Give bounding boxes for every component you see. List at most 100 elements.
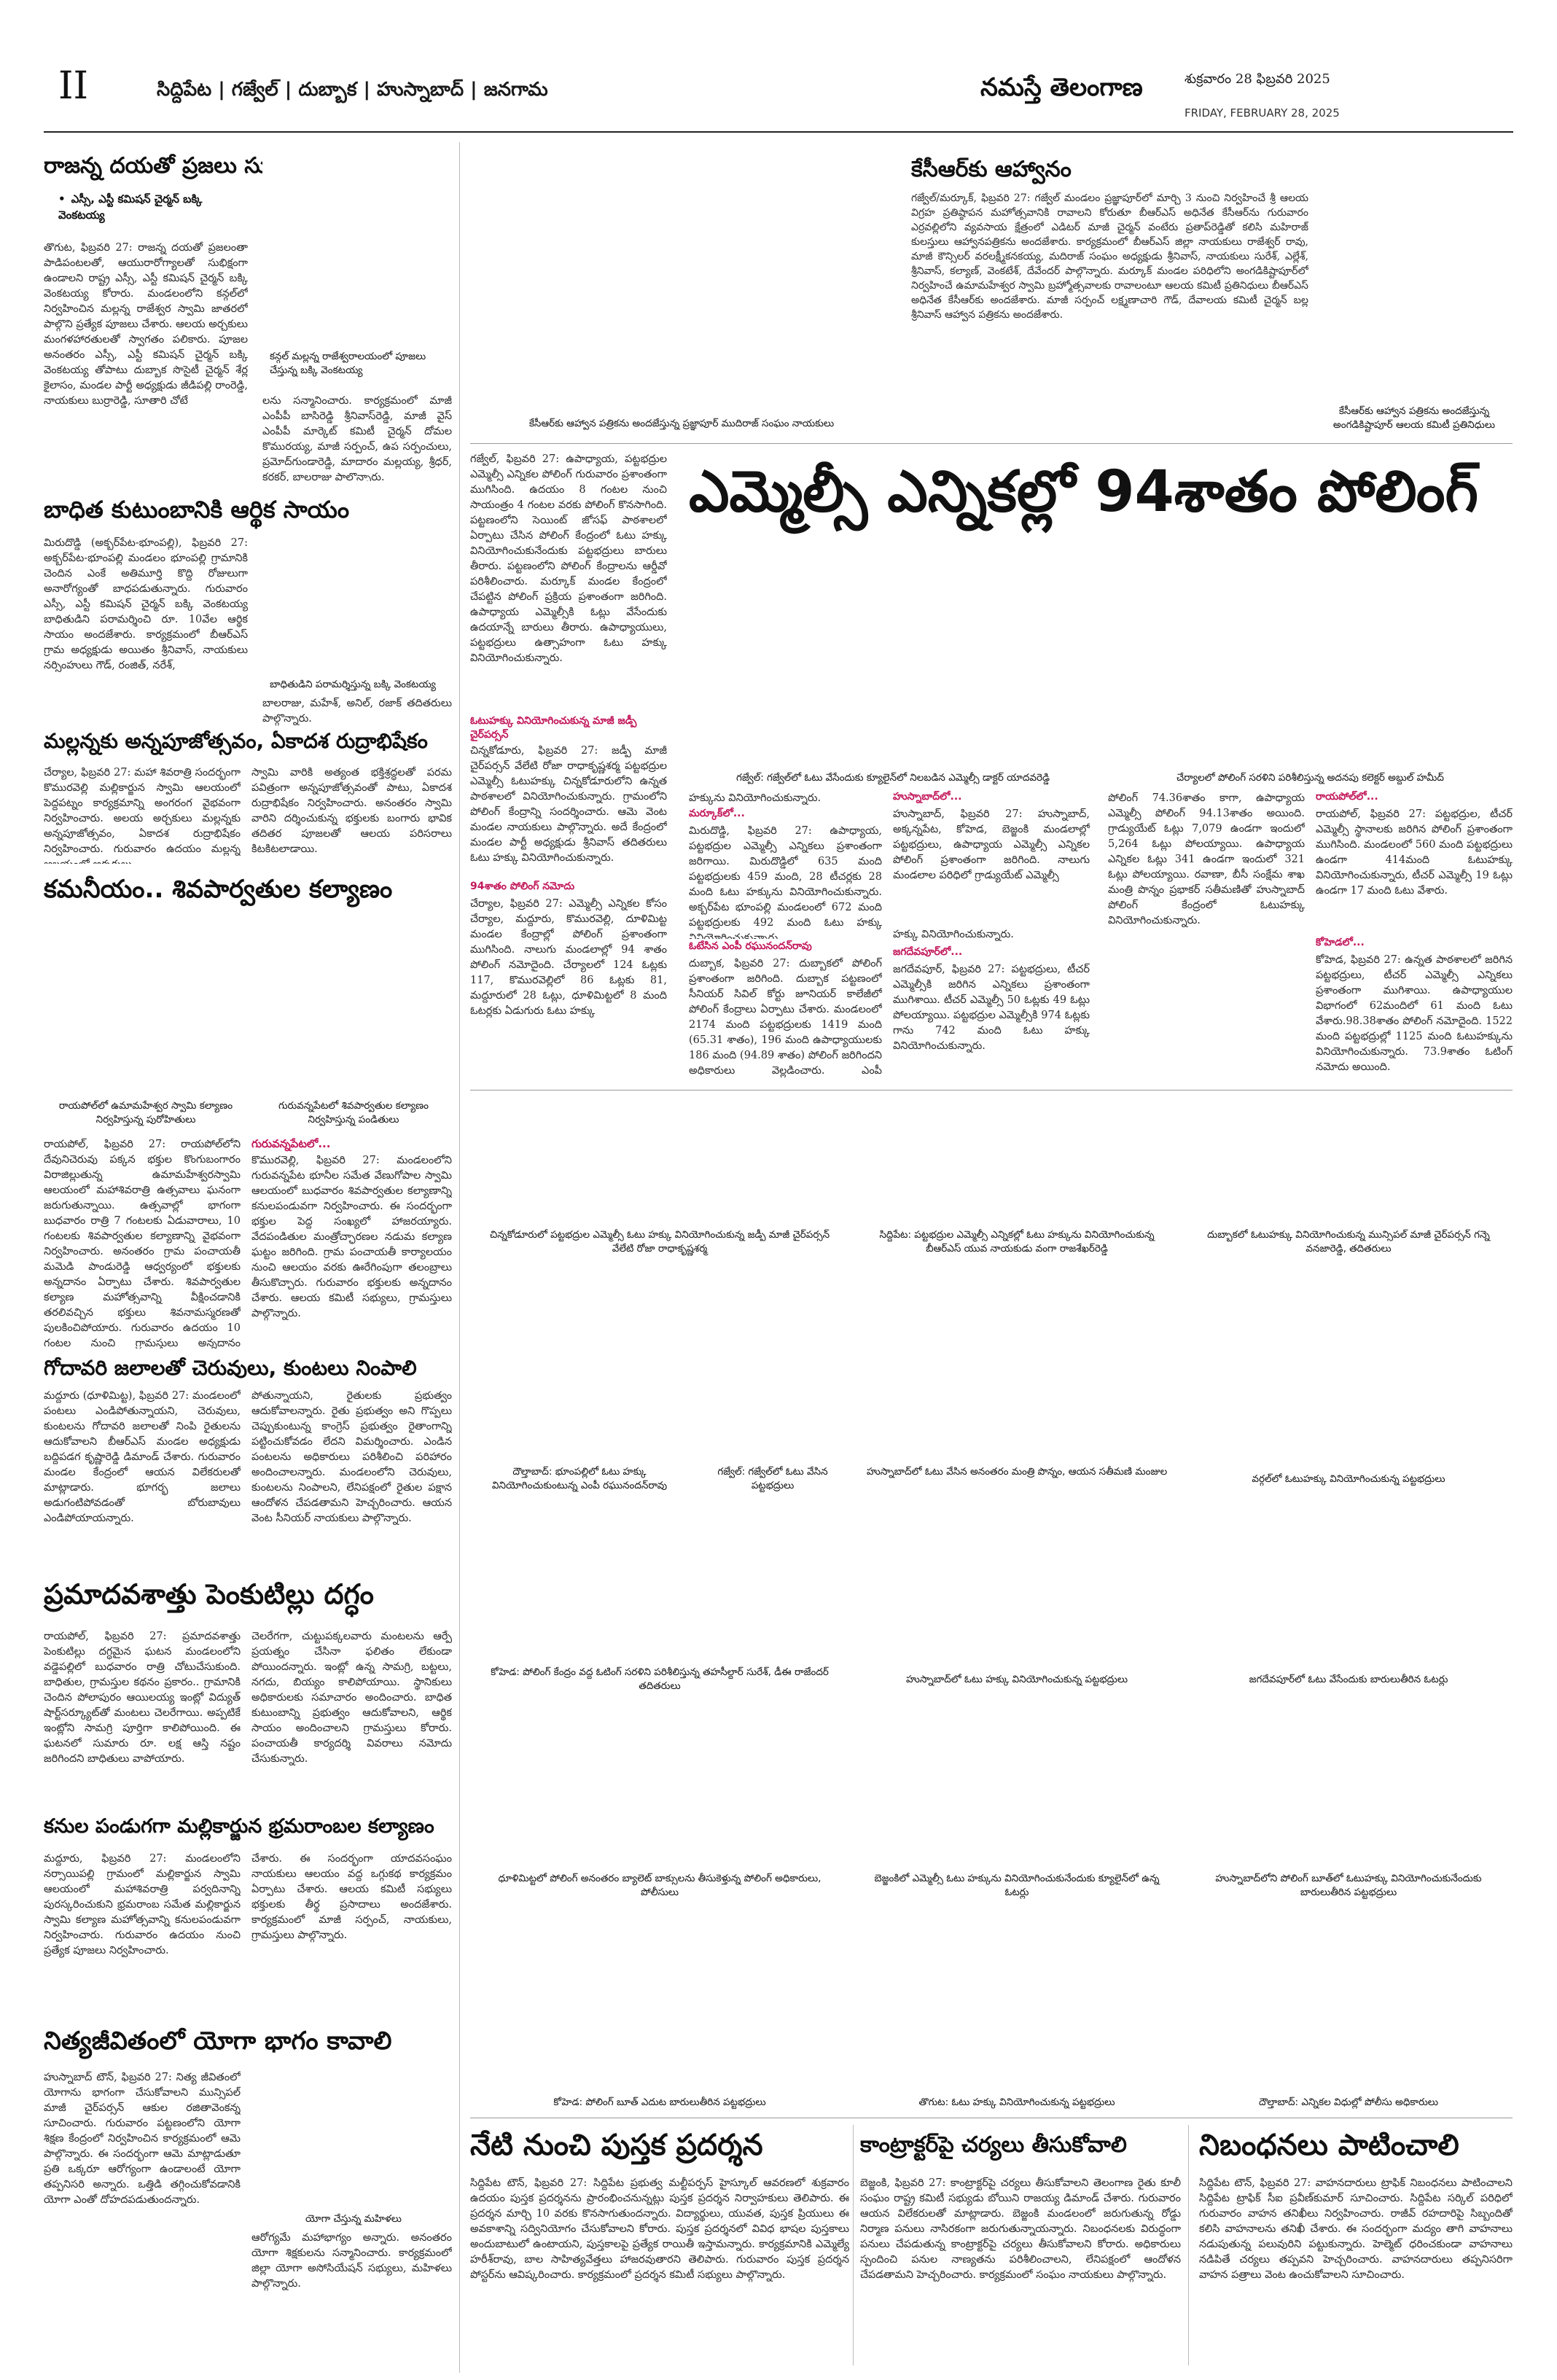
article-subhead: ఎస్సీ, ఎస్టీ కమిషన్ చైర్మన్ బక్కి వెంకటయ… [58, 191, 241, 223]
photo-caption: తొగుట: ఓటు హక్కు వినియోగించుకున్న పట్టభద… [918, 2096, 1115, 2108]
news-photo [856, 1505, 1177, 1658]
news-photo [1185, 1268, 1513, 1458]
article-subhead: మర్కూక్‌లో... [689, 808, 745, 819]
article-body: బెజ్జంకి, ఫిబ్రవరి 27: కాంట్రాక్టర్‌పై చ… [860, 2177, 1181, 2281]
article-body: స్వామి వారికి అత్యంత భక్తిశ్రద్ధలతో పరమ … [251, 767, 452, 855]
article-body: చెలరేగగా, చుట్టుపక్కలవారు మంటలను ఆర్పే ప… [251, 1631, 452, 1765]
photo-caption: దౌల్తాబాద్: భూంపల్లిలో ఓటు హక్కు వినియోగ… [491, 1466, 668, 1491]
section-link[interactable]: సిద్దిపేట [157, 79, 212, 101]
photo-caption: గజ్వేల్: గజ్వేల్‌లో ఓటు వేసేందుకు క్యూలై… [736, 772, 1050, 784]
news-photo [856, 1913, 1177, 2088]
article-body: తొగుట, ఫిబ్రవరి 27: రాజన్న దయతో ప్రజలంతా… [44, 242, 248, 407]
article-subhead: హుస్నాబాద్‌లో... [893, 791, 962, 803]
article-photo [251, 918, 448, 1093]
news-photo [1185, 1505, 1513, 1658]
article-body: హుస్నాబాద్, ఫిబ్రవరి 27: హుస్నాబాద్, అక్… [893, 808, 1090, 881]
photo-caption: చిన్నకోడూరులో పట్టభద్రుల ఎమ్మెల్సీ ఓటు హ… [489, 1229, 830, 1255]
photo-caption: కోహెడ: పోలింగ్ బూత్ ఎదుట బారులుతీరిన పట్… [553, 2096, 766, 2108]
article-subhead: 94శాతం పోలింగ్ నమోదు [470, 881, 575, 892]
date-english: FRIDAY, FEBRUARY 28, 2025 [1185, 106, 1340, 120]
news-photo [470, 1505, 849, 1658]
section-rule [470, 443, 1513, 444]
news-photo [1185, 1709, 1513, 1862]
news-photo [470, 1709, 849, 1862]
photo-caption: కోహెడ: పోలింగ్ కేంద్రం వద్ద ఓటింగ్ సరళిన… [491, 1666, 829, 1692]
photo-caption: హుస్నాబాద్‌లో ఓటు వేసిన అనంతరం మంత్రి పొ… [866, 1466, 1168, 1478]
news-photo [470, 1268, 689, 1458]
news-photo [470, 1913, 849, 2088]
section-separator: | [470, 79, 484, 101]
news-photo [470, 1097, 849, 1221]
article-body: హక్కు వినియోగించుకున్నారు. [893, 929, 1014, 940]
photo-caption: చేర్యాలలో పోలింగ్ సరళిని పరిశీలిస్తున్న … [1176, 772, 1444, 784]
section-link[interactable]: గజ్వేల్ [231, 79, 278, 101]
section-link[interactable]: జనగామ [483, 79, 548, 101]
article-headline: కాంట్రాక్టర్‌పై చర్యలు తీసుకోవాలి [860, 2132, 1127, 2158]
article-subhead: ఓటుహక్కు వినియోగించుకున్న మాజీ జడ్పీ చైర… [470, 715, 637, 741]
photo-caption: కేసీఆర్‌కు ఆహ్వాన పత్రికను అందజేస్తున్న … [528, 418, 835, 429]
news-photo [1185, 1913, 1513, 2088]
article-body: పోతున్నాయని, రైతులకు ప్రభుత్వం ఆదుకోవాలన… [251, 1390, 452, 1524]
article-body: లను సన్మానించారు. కార్యక్రమంలో మాజీ ఎంపీ… [262, 395, 452, 481]
photo-caption: గురువన్నపేటలో శివపార్వతుల కల్యాణం నిర్వహ… [278, 1100, 429, 1125]
section-link[interactable]: దుబ్బాక [298, 79, 357, 101]
article-body: కోహెడ, ఫిబ్రవరి 27: ఉన్నత పాఠశాలలో జరిగి… [1316, 954, 1513, 1073]
article-body: హుస్నాబాద్ టౌన్, ఫిబ్రవరి 27: నిత్య జీవి… [44, 2072, 241, 2206]
article-body: గజ్వేల్/మర్కూక్, ఫిబ్రవరి 27: గజ్వేల్ మం… [911, 192, 1308, 321]
article-subhead: రాయపోల్‌లో... [1316, 791, 1378, 803]
column-divider [1188, 2125, 1189, 2365]
article-body: సిద్దిపేట టౌన్, ఫిబ్రవరి 27: వాహనదారులు … [1199, 2177, 1513, 2281]
article-body: జగదేవపూర్, ఫిబ్రవరి 27: పట్టభద్రులు, టీచ… [893, 964, 1090, 1052]
article-body: గజ్వేల్, ఫిబ్రవరి 27: ఉపాధ్యాయ, పట్టభద్ర… [470, 453, 667, 664]
news-photo [856, 1097, 1177, 1221]
section-links: సిద్దిపేట | గజ్వేల్ | దుబ్బాక | హుస్నాబా… [157, 79, 548, 105]
article-headline: నిత్యజీవితంలో యోగా భాగం కావాలి [44, 2026, 392, 2056]
photo-caption: వర్గల్‌లో ఓటుహక్కు వినియోగించుకున్న పట్ట… [1252, 1473, 1445, 1485]
photo-caption: హుస్నాబాద్‌లోని పోలింగ్ బూత్‌లో ఓటుహక్కు… [1215, 1873, 1482, 1898]
photo-caption: దుబ్బాకలో ఓటుహక్కు వినియోగించుకున్న మున్… [1207, 1229, 1490, 1255]
article-body: మిరుదొడ్డి, ఫిబ్రవరి 27: ఉపాధ్యాయ, పట్టభ… [689, 825, 882, 939]
article-headline: కమనీయం.. శివపార్వతుల కల్యాణం [44, 875, 393, 904]
article-photo [44, 918, 241, 1093]
article-subhead: ఓటేసిన ఎంపీ రఘునందన్‌రావు [689, 940, 812, 952]
article-subhead: కోహెడలో... [1316, 937, 1365, 948]
article-headline: బాధిత కుటుంబానికి ఆర్థిక సాయం [44, 496, 350, 523]
page-number: II [58, 64, 89, 108]
main-headline: ఎమ్మెల్సీ ఎన్నికల్లో 94శాతం పోలింగ్ [689, 459, 1478, 525]
article-body: మద్దూరు, ఫిబ్రవరి 27: మండలంలోని నర్సాయిప… [44, 1853, 241, 1956]
article-photo [470, 146, 893, 408]
photo-caption: యోగా చేస్తున్న మహిళలు [305, 2213, 402, 2225]
photo-caption: కన్గల్ మల్లన్న రాజేశ్వరాలయంలో పూజలు చేస్… [270, 351, 426, 376]
article-photo [262, 153, 448, 343]
article-body: చేర్యాల, ఫిబ్రవరి 27: మహా శివరాత్రి సందర… [44, 767, 241, 864]
column-divider [459, 142, 460, 2373]
article-body: బాలరాజు, మహేశ్, అనిల్, రజాక్ తదితరులు పా… [262, 698, 452, 725]
article-headline: మల్లన్నకు అన్నపూజోత్సవం, ఏకాదశ రుద్రాభిష… [44, 729, 428, 753]
article-body: మిరుదొడ్డి (అక్బర్‌పేట-భూంపల్లి), ఫిబ్రవ… [44, 537, 248, 671]
section-separator: | [218, 79, 232, 101]
article-photo [1316, 146, 1513, 401]
article-body: హక్కును వినియోగించుకున్నారు. [689, 792, 822, 804]
photo-caption: దౌల్తాబాద్: ఎన్నికల విధుల్లో పోలీసు అధిక… [1259, 2096, 1438, 2108]
article-body: రాయపోల్, ఫిబ్రవరి 27: ప్రమాదవశాత్తు పెంక… [44, 1631, 241, 1765]
article-body: మద్దూరు (ధూళిమిట్ట), ఫిబ్రవరి 27: మండలంల… [44, 1390, 241, 1524]
section-separator: | [363, 79, 378, 101]
photo-caption: సిద్దిపేట: పట్టభద్రుల ఎమ్మెల్సీ ఎన్నికల్… [879, 1229, 1155, 1255]
section-link[interactable]: హుస్నాబాద్ [377, 79, 464, 101]
photo-caption: ధూళిమిట్టలో పోలింగ్ అనంతరం బ్యాలెట్ బాక్… [498, 1873, 822, 1898]
news-photo [696, 1268, 849, 1458]
photo-caption: జగదేవపూర్‌లో ఓటు వేసేందుకు బారులుతీరిన ఓ… [1249, 1674, 1448, 1685]
section-separator: | [284, 79, 299, 101]
column-divider [853, 2125, 854, 2365]
article-photo [251, 2070, 448, 2209]
article-photo [262, 536, 448, 674]
article-photo [1108, 543, 1513, 765]
paper-name: నమస్తే తెలంగాణ [980, 73, 1143, 102]
article-photo [689, 543, 1097, 765]
article-body: ఆరోగ్యమే మహాభాగ్యం అన్నారు. అనంతరం యోగా … [251, 2232, 452, 2290]
article-headline: కేసీఆర్‌కు ఆహ్వానం [911, 157, 1072, 182]
news-photo [856, 1268, 1177, 1458]
article-subhead: గురువన్నపేటలో... [251, 1137, 331, 1150]
photo-caption: రాయపోల్‌లో ఉమామహేశ్వర స్వామి కల్యాణం నిర… [58, 1100, 233, 1125]
article-body: రాయపోల్, ఫిబ్రవరి 27: రాయపోల్‌లోని దేవున… [44, 1139, 241, 1349]
